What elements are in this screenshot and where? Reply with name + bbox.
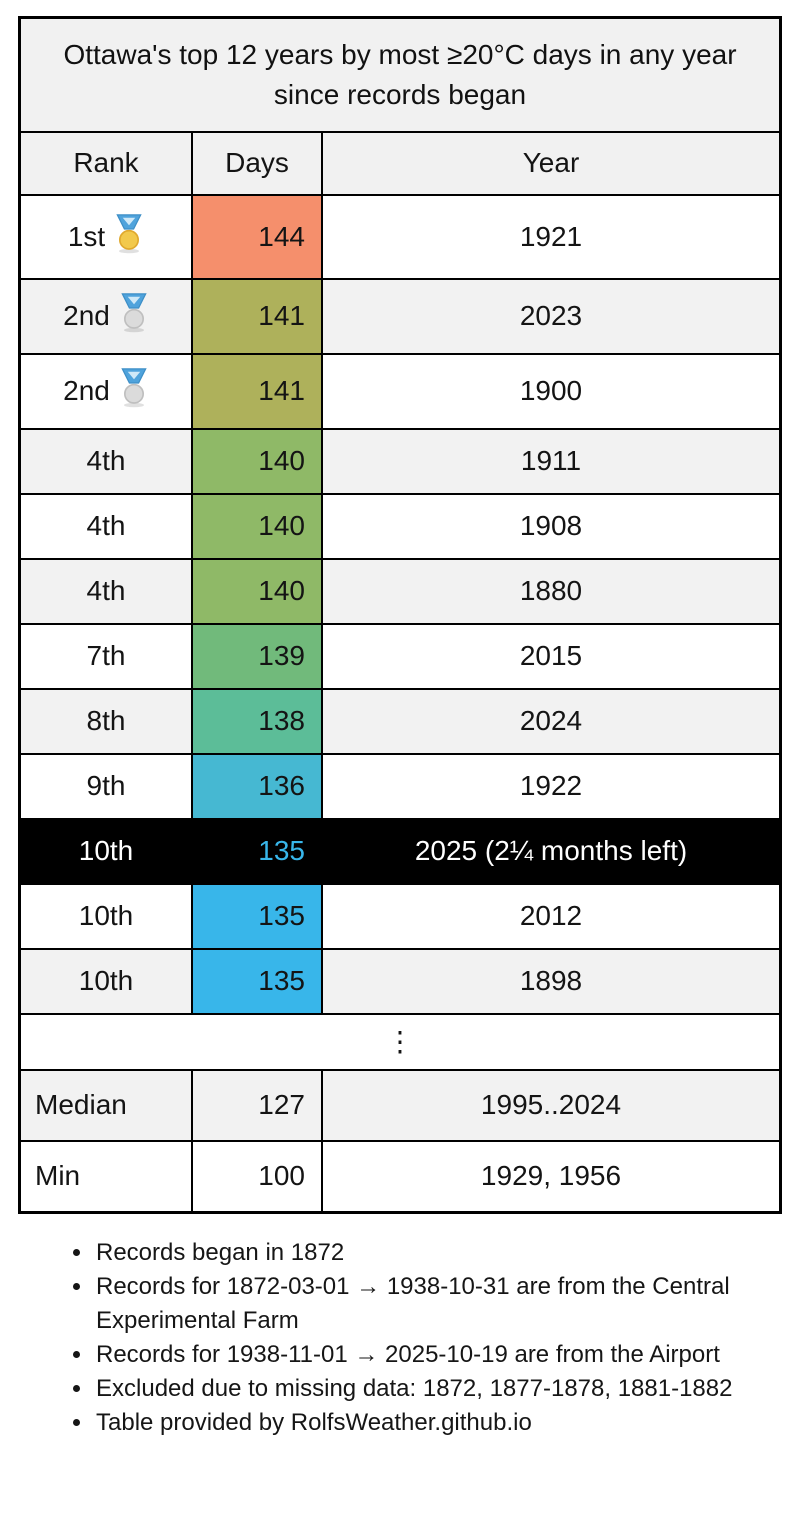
year-cell: 2023: [323, 279, 779, 353]
year-cell: 2024: [323, 689, 779, 753]
days-cell: 127: [193, 1070, 323, 1140]
rank-cell: 7th: [21, 624, 193, 688]
rank-cell: 2nd: [21, 354, 193, 428]
days-cell: 136: [193, 754, 323, 818]
rank-cell: 2nd: [21, 279, 193, 353]
footnote-item: Table provided by RolfsWeather.github.io: [94, 1406, 750, 1440]
year-cell: 1929, 1956: [480, 1160, 622, 1191]
min-row: Min 100 1929, 1956: [21, 1141, 779, 1211]
rank-cell: 10th: [21, 819, 193, 883]
rank-with-medal: 2nd: [63, 368, 149, 412]
table-row: 8th 138 2024: [21, 689, 779, 755]
days-cell: 140: [193, 559, 323, 623]
days-cell: 139: [193, 624, 323, 688]
year-cell: 1880: [323, 559, 779, 623]
rank-with-medal: 2nd: [63, 293, 149, 337]
table-row: 4th 140 1880: [21, 559, 779, 625]
year-cell: 1922: [519, 770, 583, 801]
table-row: 10th 135 2012: [21, 884, 779, 950]
year-cell: 2012: [519, 900, 583, 931]
rank-label: 2nd: [63, 375, 110, 406]
days-cell: 144: [193, 195, 323, 278]
year-cell: 1911: [323, 429, 779, 493]
rank-cell: 4th: [21, 429, 193, 493]
footnotes-list: Records began in 1872 Records for 1872-0…: [0, 1236, 800, 1440]
year-cell: 1995..2024: [323, 1070, 779, 1140]
table-row: 10th 135 1898: [21, 949, 779, 1015]
days-cell: 135: [193, 884, 323, 948]
rank-cell: 1st: [21, 195, 193, 278]
year-cell: 2025 (2¼ months left): [323, 819, 779, 883]
days-cell: 140: [193, 494, 323, 558]
year-cell: 1900: [519, 375, 583, 406]
column-header-year: Year: [323, 132, 779, 194]
days-cell: 135: [193, 819, 323, 883]
vertical-ellipsis: ⋮: [386, 1025, 414, 1058]
days-cell: 141: [193, 279, 323, 353]
rank-cell: 9th: [21, 754, 193, 818]
table-title: Ottawa's top 12 years by most ≥20°C days…: [21, 19, 779, 133]
silver-medal-icon: [121, 368, 147, 408]
rank-cell: 4th: [21, 559, 193, 623]
rank-cell: 4th: [21, 494, 193, 558]
median-label: Median: [21, 1070, 193, 1140]
median-row: Median 127 1995..2024: [21, 1070, 779, 1142]
year-cell: 1921: [519, 220, 583, 252]
days-cell: 100: [193, 1141, 323, 1211]
year-cell: 2015: [519, 640, 583, 671]
days-cell: 140: [193, 429, 323, 493]
table-row: 1st 144 1921: [21, 195, 779, 280]
rank-cell: 10th: [21, 949, 193, 1013]
rank-cell: 8th: [21, 689, 193, 753]
rank-with-medal: 1st: [67, 213, 144, 258]
days-cell: 135: [193, 949, 323, 1013]
column-header-days: Days: [193, 132, 323, 194]
footnote-item: Excluded due to missing data: 1872, 1877…: [94, 1372, 750, 1406]
year-cell: 1908: [519, 510, 583, 541]
table-row: 7th 139 2015: [21, 624, 779, 690]
table-row: 2nd 141 1900: [21, 354, 779, 430]
min-label: Min: [21, 1141, 193, 1211]
gold-medal-icon: [116, 213, 142, 253]
year-cell: 1898: [323, 949, 779, 1013]
column-header-rank: Rank: [21, 132, 193, 194]
table-row: 2nd 141 2023: [21, 279, 779, 355]
rank-cell: 10th: [21, 884, 193, 948]
footnote-item: Records for 1938-11-01 → 2025-10-19 are …: [94, 1338, 750, 1372]
days-cell: 138: [193, 689, 323, 753]
silver-medal-icon: [121, 293, 147, 333]
footnotes-section: Records began in 1872 Records for 1872-0…: [0, 1236, 800, 1440]
table-row: 9th 136 1922: [21, 754, 779, 820]
table-row-highlighted-2025: 10th 135 2025 (2¼ months left): [21, 819, 779, 885]
header-row: Rank Days Year: [21, 132, 779, 196]
days-cell: 141: [193, 354, 323, 428]
table-row: 4th 140 1911: [21, 429, 779, 495]
ellipsis-row: ⋮: [21, 1014, 779, 1071]
footnote-item: Records began in 1872: [94, 1236, 750, 1270]
records-table: Ottawa's top 12 years by most ≥20°C days…: [18, 16, 782, 1214]
rank-label: 2nd: [63, 300, 110, 331]
rank-label: 1st: [67, 220, 106, 252]
footnote-item: Records for 1872-03-01 → 1938-10-31 are …: [94, 1270, 750, 1338]
table-row: 4th 140 1908: [21, 494, 779, 560]
